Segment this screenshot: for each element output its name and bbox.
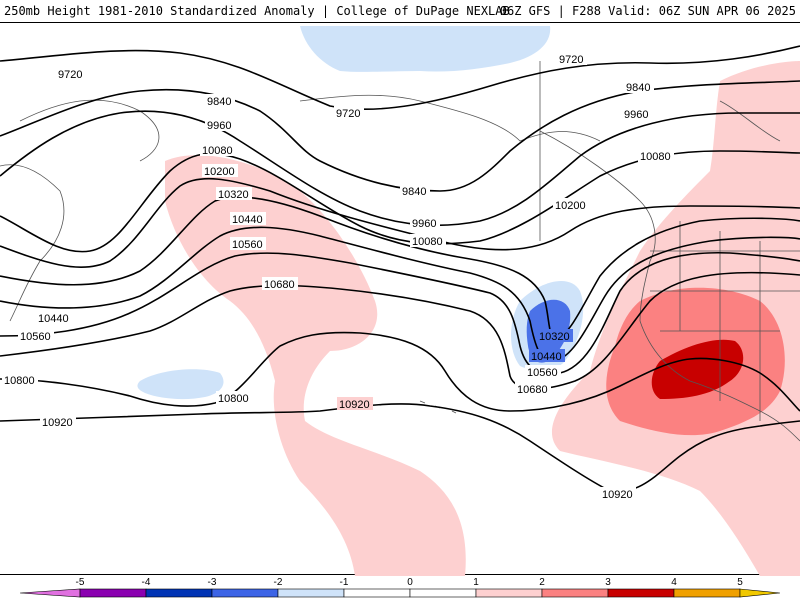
colorbar-band (409, 588, 477, 598)
anomaly-colorbar: -5 -4 -3 -2 -1 0 1 2 3 4 5 (0, 575, 800, 600)
colorbar-band (673, 588, 741, 598)
contour-label: 10200 (555, 200, 586, 212)
colorbar-graphic: -5 -4 -3 -2 -1 0 1 2 3 4 5 (19, 577, 781, 598)
anomaly-map: 9720 9720 9720 9840 9840 9840 9960 9960 … (0, 26, 800, 576)
colorbar-band (211, 588, 279, 598)
run-valid-time: 06Z GFS | F288 Valid: 06Z SUN APR 06 202… (499, 4, 796, 18)
contour-label: 10440 (38, 313, 69, 325)
colorbar-tick-labels: -5 -4 -3 -2 -1 0 1 2 3 4 5 (76, 577, 744, 588)
colorbar-tick-label: 3 (605, 577, 611, 588)
contour-label: 9720 (559, 54, 583, 66)
contour-10920 (0, 403, 800, 493)
coastlines (0, 61, 800, 442)
contour-label: 9960 (624, 109, 648, 121)
map-panel: 9720 9720 9720 9840 9840 9840 9960 9960 … (0, 22, 800, 576)
colorbar-bands (19, 588, 781, 598)
negative-anomaly-north (300, 26, 551, 72)
contour-label: 9840 (626, 82, 650, 94)
colorbar-tick-label: 0 (407, 577, 413, 588)
colorbar-tick-label: -4 (142, 577, 151, 588)
header: 250mb Height 1981-2010 Standardized Anom… (0, 0, 800, 22)
contour-label: 10440 (531, 351, 562, 363)
contour-9720 (0, 45, 800, 111)
colorbar-tick-label: -2 (274, 577, 283, 588)
contour-label: 9960 (207, 120, 231, 132)
colorbar-band (475, 588, 543, 598)
contour-label: 10440 (232, 214, 263, 226)
colorbar-band (145, 588, 213, 598)
contour-label: 10200 (204, 166, 235, 178)
contour-label: 10080 (412, 236, 443, 248)
colorbar-tick-label: -1 (340, 577, 349, 588)
colorbar-band (541, 588, 609, 598)
contour-label: 9720 (58, 69, 82, 81)
contour-10440 (0, 226, 800, 362)
contour-labels: 9720 9720 9720 9840 9840 9840 9960 9960 … (2, 52, 674, 501)
positive-anomaly-pacific (165, 155, 466, 576)
contour-label: 10680 (264, 279, 295, 291)
colorbar-band (19, 588, 81, 598)
contour-label: 10080 (640, 151, 671, 163)
anomaly-shading (137, 26, 800, 576)
contour-label: 10800 (218, 393, 249, 405)
negative-anomaly-west (137, 369, 224, 400)
contour-label: 9840 (207, 96, 231, 108)
contour-label: 10920 (602, 489, 633, 501)
colorbar-band (607, 588, 675, 598)
colorbar-band (343, 588, 411, 598)
colorbar-tick-label: 5 (737, 577, 743, 588)
contour-label: 10320 (218, 189, 249, 201)
colorbar-band (79, 588, 147, 598)
colorbar-tick-label: -5 (76, 577, 85, 588)
contour-10680 (0, 271, 800, 390)
contour-label: 10680 (517, 384, 548, 396)
colorbar-band (277, 588, 345, 598)
contour-label: 10320 (539, 331, 570, 343)
contour-10200 (0, 177, 800, 268)
colorbar-tick-label: 2 (539, 577, 545, 588)
map-title: 250mb Height 1981-2010 Standardized Anom… (4, 4, 510, 18)
contour-label: 10920 (339, 399, 370, 411)
contour-label: 10920 (42, 417, 73, 429)
contour-label: 9840 (402, 186, 426, 198)
contour-10560 (0, 251, 800, 375)
colorbar-tick-label: 4 (671, 577, 677, 588)
colorbar-band (739, 588, 781, 598)
contour-label: 9960 (412, 218, 436, 230)
contour-label: 10560 (232, 239, 263, 251)
contour-10320 (0, 196, 800, 340)
contour-label: 10080 (202, 145, 233, 157)
contour-label: 10800 (4, 375, 35, 387)
contour-10800 (0, 331, 800, 412)
colorbar-tick-label: 1 (473, 577, 479, 588)
contour-label: 10560 (527, 367, 558, 379)
colorbar-tick-label: -3 (208, 577, 217, 588)
contour-label: 10560 (20, 331, 51, 343)
contour-label: 9720 (336, 108, 360, 120)
